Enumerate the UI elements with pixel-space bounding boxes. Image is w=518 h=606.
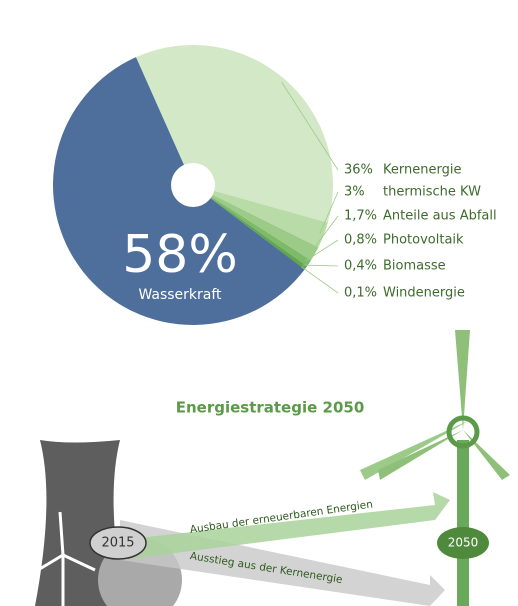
legend-label: Photovoltaik <box>383 233 464 248</box>
legend-label: Wasserkraft <box>138 287 222 303</box>
value-label: 1,7% <box>344 209 377 224</box>
year-label: 2050 <box>448 536 479 550</box>
value-label: 58% <box>122 225 238 285</box>
blade <box>463 430 510 480</box>
leader-line <box>303 265 338 266</box>
section-title: Energiestrategie 2050 <box>176 399 365 417</box>
wind-tower <box>457 440 469 606</box>
legend-label: Biomasse <box>383 259 446 274</box>
value-label: 0,4% <box>344 259 377 274</box>
value-label: 3% <box>344 185 365 200</box>
year-label: 2015 <box>101 536 134 551</box>
arrow-up <box>120 492 450 560</box>
legend-label: thermische KW <box>383 185 481 200</box>
value-label: 36% <box>344 163 373 178</box>
legend-label: Windenergie <box>383 286 465 301</box>
blade <box>455 330 470 430</box>
legend-label: Kernenergie <box>383 163 461 178</box>
legend-label: Anteile aus Abfall <box>383 209 497 224</box>
leader-line <box>301 267 338 293</box>
arrow-up-2 <box>360 420 470 480</box>
illustration: Energiestrategie 2050 2015 2050 Ausbau d… <box>35 330 510 606</box>
infographic: Energiestrategie 2050 2015 2050 Ausbau d… <box>0 0 518 606</box>
value-label: 0,8% <box>344 233 377 248</box>
hole <box>171 163 215 207</box>
value-label: 0,1% <box>344 286 377 301</box>
